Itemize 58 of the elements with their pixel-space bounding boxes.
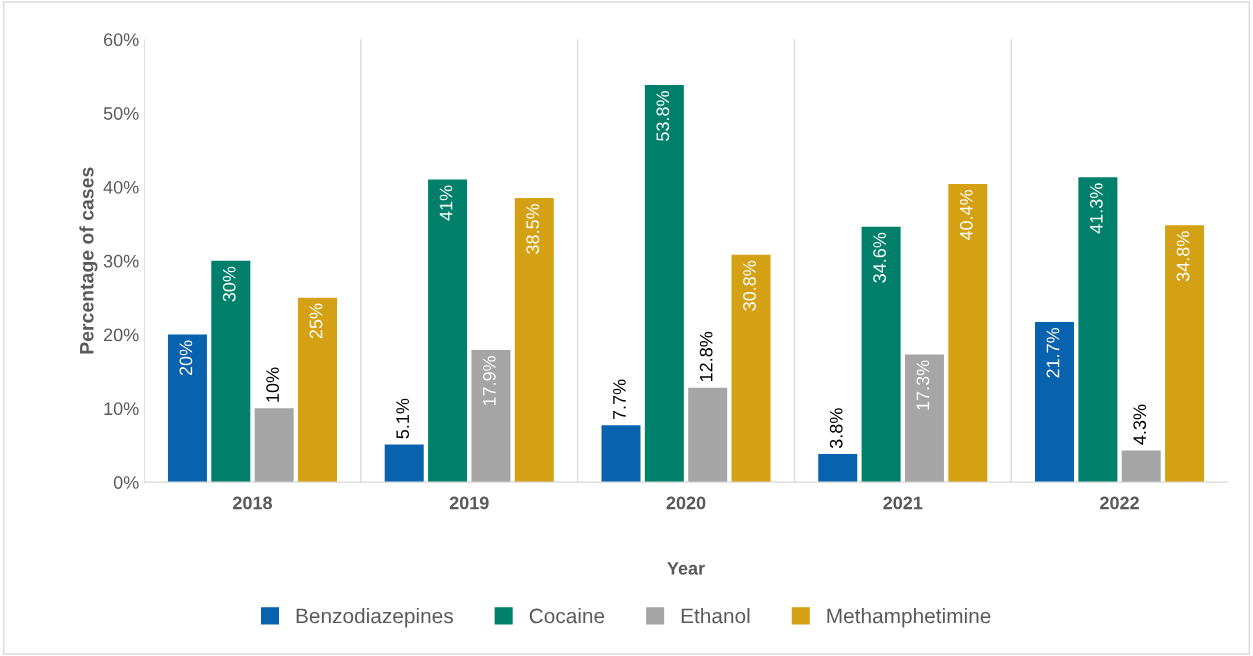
legend-label: Ethanol (681, 607, 750, 624)
data-label: 30.8% (743, 260, 756, 311)
y-tick-label: 30% (103, 254, 139, 268)
bar (471, 350, 511, 483)
y-tick-label: 50% (103, 107, 139, 120)
y-tick-label: 0% (113, 476, 139, 489)
y-tick-label: 60% (104, 33, 139, 47)
legend-label: Methamphetimine (827, 607, 991, 628)
bar (167, 334, 207, 483)
data-label: 7.7% (613, 379, 626, 420)
data-label: 10% (266, 367, 279, 402)
bar (861, 226, 901, 483)
bar (384, 444, 424, 483)
data-label: 5.1% (396, 398, 410, 439)
data-label: 17.3% (916, 360, 930, 410)
data-label: 25% (309, 303, 323, 339)
bar (1035, 322, 1075, 483)
y-axis-title: Percentage of cases (79, 167, 98, 354)
data-label: 4.3% (1133, 404, 1147, 445)
bar (731, 254, 771, 483)
data-label: 34.6% (873, 232, 886, 283)
bar (948, 184, 988, 483)
data-label: 20% (179, 340, 193, 376)
legend-label: Cocaine (529, 607, 605, 624)
data-label: 38.5% (526, 203, 540, 254)
data-label: 41.3% (1089, 183, 1103, 234)
y-tick-label: 40% (103, 180, 139, 194)
bar (514, 198, 554, 483)
legend-label: Benzodiazepines (296, 607, 453, 628)
bar (818, 454, 858, 483)
x-tick-label: 2020 (666, 496, 706, 510)
data-label: 17.9% (482, 356, 496, 406)
data-label: 41% (439, 185, 453, 221)
bar (211, 260, 251, 483)
bar (1165, 225, 1205, 483)
bar (254, 408, 294, 483)
data-label: 34.8% (1176, 231, 1190, 282)
data-label: 12.8% (699, 331, 713, 382)
y-tick-label: 20% (104, 328, 139, 342)
bar (644, 85, 684, 483)
bar (1121, 450, 1161, 483)
data-label: 53.8% (656, 91, 670, 141)
data-label: 21.7% (1046, 327, 1060, 378)
bar (688, 387, 728, 483)
y-tick-label: 10% (104, 402, 139, 416)
data-label: 40.4% (959, 189, 973, 241)
bar (1078, 177, 1118, 483)
x-tick-label: 2021 (883, 496, 923, 510)
x-tick-label: 2018 (233, 496, 273, 510)
x-axis-title: Year (667, 562, 705, 575)
x-tick-label: 2022 (1100, 496, 1139, 510)
bar (298, 297, 338, 483)
bar (428, 179, 468, 483)
bar (904, 354, 944, 483)
data-label: 30% (222, 266, 236, 302)
data-label: 3.8% (829, 408, 843, 449)
x-tick-label: 2019 (449, 496, 489, 510)
bar (601, 425, 641, 483)
